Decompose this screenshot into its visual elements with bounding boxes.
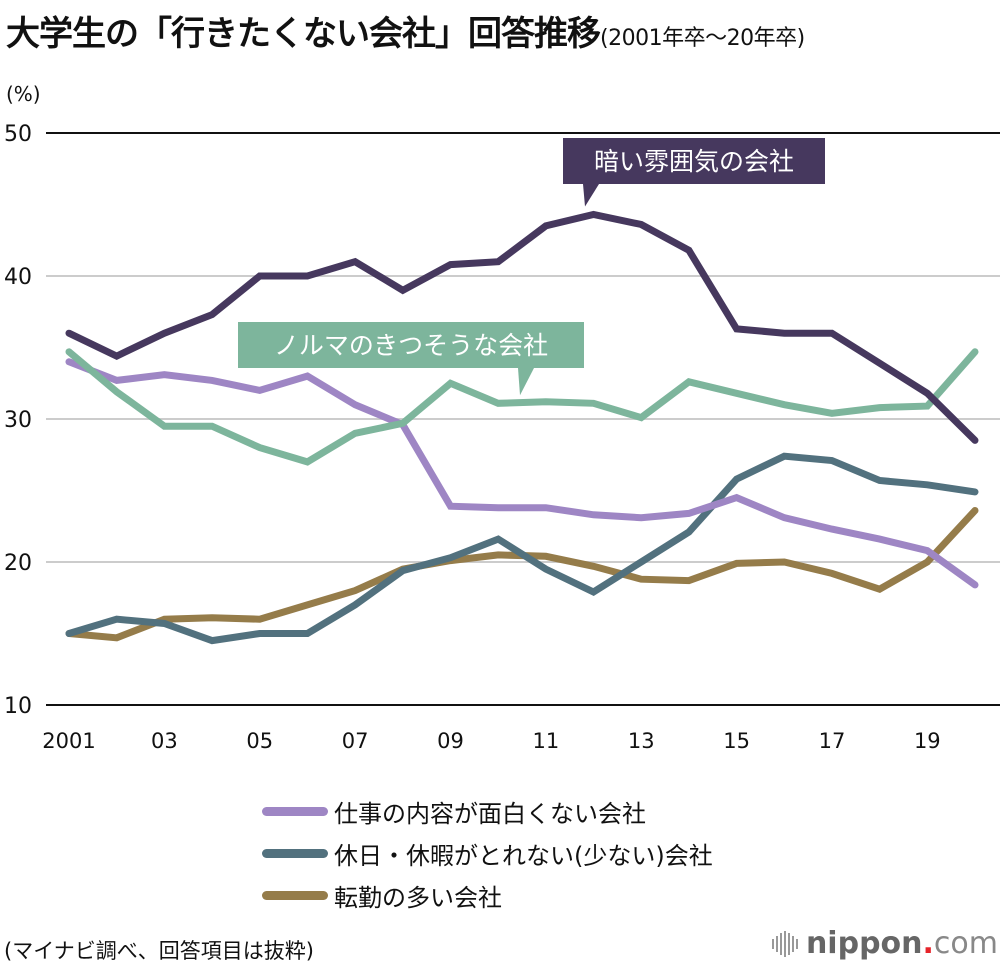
legend-label: 仕事の内容が面白くない会社 [334,799,646,828]
legend-swatch [262,806,328,816]
legend-label: 休日・休暇がとれない(少ない)会社 [334,841,713,870]
chart-legend: 仕事の内容が面白くない会社休日・休暇がとれない(少ない)会社 転勤の多い会社 [262,790,713,916]
chart-title: 大学生の「行きたくない会社」回答推移(2001年卒〜20年卒) [6,6,805,55]
x-tick-label: 17 [819,729,846,753]
legend-swatch [262,848,328,858]
x-tick-label: 03 [151,729,178,753]
sound-bars-icon [771,930,798,957]
x-axis-ticks: 2001 03 05 07 09 11 13 15 17 19 [42,729,940,753]
y-axis-unit-label: (%) [6,82,41,106]
x-tick-label: 11 [532,729,559,753]
title-main: 大学生の「行きたくない会社」回答推移 [6,14,601,54]
x-tick-label: 19 [914,729,941,753]
callout-pointer [583,184,599,207]
x-tick-label: 15 [723,729,750,753]
legend-label: 転勤の多い会社 [334,883,502,912]
logo-brand: nippon [805,926,923,961]
y-tick-label: 10 [4,694,32,719]
logo-tld: com [933,926,998,961]
series-line [65,348,979,466]
callout-box [563,138,825,184]
x-tick-label: 09 [437,729,464,753]
y-axis-ticks: 10 20 30 40 50 [4,122,32,719]
x-tick-label: 13 [628,729,655,753]
y-tick-label: 20 [4,551,32,576]
series-line [65,358,979,589]
callout-label: 暗い雰囲気の会社 [594,147,794,176]
callout-0: 暗い雰囲気の会社 [563,138,825,207]
source-note: (マイナビ調べ、回答項目は抜粋) [4,939,314,963]
callout-label: ノルマのきつそうな会社 [274,331,548,360]
title-subtitle: (2001年卒〜20年卒) [600,26,805,51]
gridlines [46,132,1000,706]
callout-box [238,322,584,368]
callout-1: ノルマのきつそうな会社 [238,322,584,396]
series-line [65,452,979,645]
series-line [65,210,979,444]
logo-dot: . [922,926,934,961]
y-tick-label: 40 [4,265,32,290]
legend-item: 休日・休暇がとれない(少ない)会社 [262,832,713,874]
y-tick-label: 50 [4,122,32,147]
legend-item: 仕事の内容が面白くない会社 [262,790,713,832]
x-tick-label: 07 [342,729,369,753]
legend-item: 転勤の多い会社 [262,874,713,916]
x-tick-label: 05 [246,729,273,753]
legend-swatch [262,890,328,900]
series-lines [65,210,979,645]
y-tick-label: 30 [4,408,32,433]
x-tick-label: 2001 [42,729,95,753]
callout-pointer [518,368,534,396]
nippon-com-logo: nippon. com [771,926,998,961]
